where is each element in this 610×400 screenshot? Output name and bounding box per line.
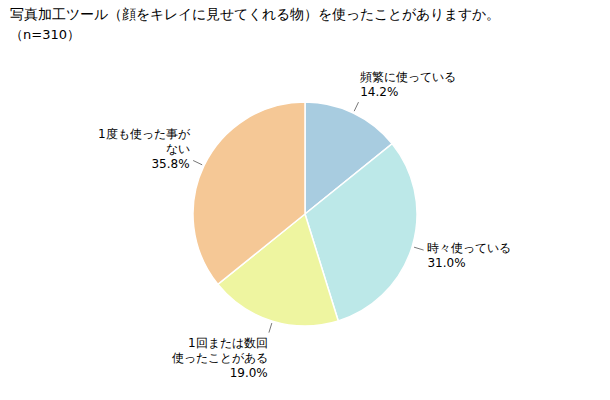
html-text:写真加工ツール（顔をキレイに見せてくれる物）を使ったことがあ: 写真加工ツール（顔をキレイに見せてくれる物）を使ったことがありますか。 bbox=[10, 6, 500, 22]
html-text:（n=310）: （n=310） bbox=[10, 27, 80, 42]
svg-text:1度も使った事がない35.8%: 1度も使った事がない35.8% bbox=[98, 127, 191, 171]
svg-text:時々使っている31.0%: 時々使っている31.0% bbox=[427, 241, 511, 270]
svg-text:1回または数回使ったことがある19.0%: 1回または数回使ったことがある19.0% bbox=[172, 336, 268, 380]
svg-text:頻繁に使っている14.2%: 頻繁に使っている14.2% bbox=[360, 70, 456, 99]
